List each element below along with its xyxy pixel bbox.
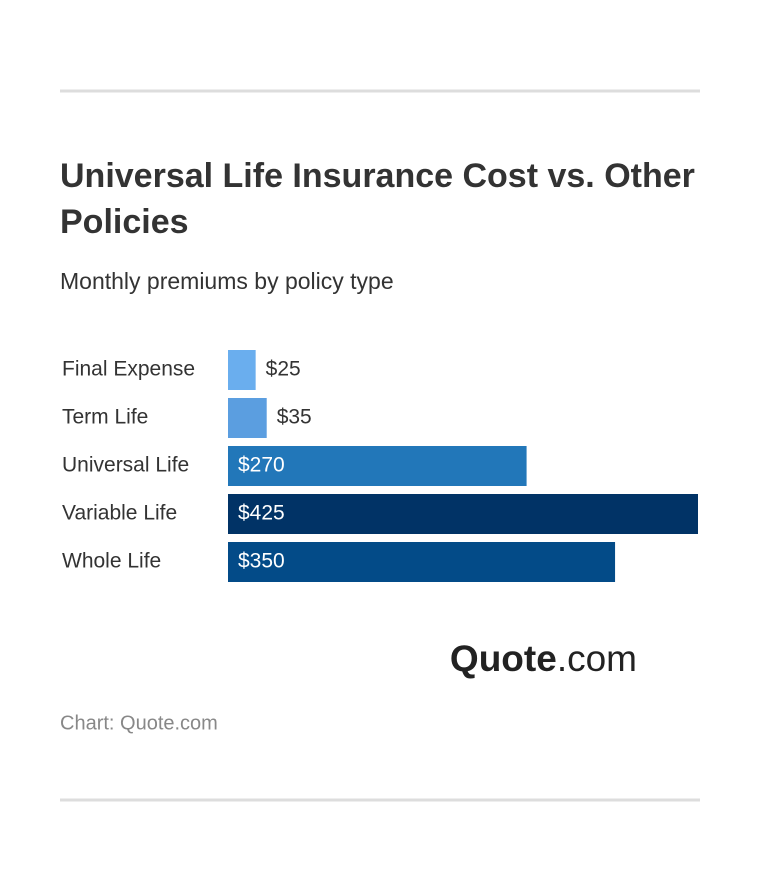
category-label: Whole Life: [62, 550, 161, 573]
chart-title: Universal Life Insurance Cost vs. Other P…: [60, 157, 695, 241]
chart-subtitle: Monthly premiums by policy type: [60, 268, 394, 294]
source-note: Chart: Quote.com: [60, 712, 218, 734]
value-label: $350: [238, 550, 285, 573]
bar: [228, 494, 698, 534]
category-label: Universal Life: [62, 454, 189, 477]
category-label: Variable Life: [62, 502, 177, 525]
logo: Quote.com: [450, 638, 637, 679]
bar: [228, 542, 616, 582]
value-label: $270: [238, 454, 285, 477]
title-line: Policies: [60, 203, 189, 241]
category-label: Final Expense: [62, 358, 195, 381]
value-label: $25: [266, 358, 301, 381]
bar: [228, 398, 267, 438]
bar: [228, 350, 256, 390]
bar: [228, 446, 527, 486]
logo-brand: Quote: [450, 638, 557, 679]
value-label: $425: [238, 502, 285, 525]
category-label: Term Life: [62, 406, 148, 429]
title-line: Universal Life Insurance Cost vs. Other: [60, 157, 695, 195]
value-label: $35: [277, 406, 312, 429]
logo-suffix: .com: [557, 638, 637, 679]
